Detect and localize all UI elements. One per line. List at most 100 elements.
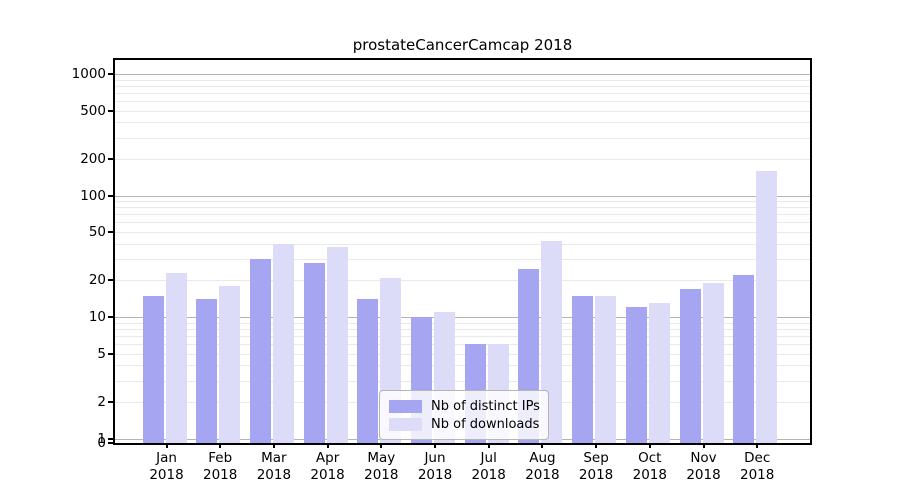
x-tick-year: 2018 (740, 467, 775, 483)
legend: Nb of distinct IPs Nb of downloads (379, 390, 549, 440)
x-tick-mark (595, 443, 598, 448)
major-gridline (115, 195, 810, 197)
bar-distinct-ips-may (357, 299, 379, 443)
minor-gridline (115, 353, 810, 355)
legend-item-downloads: Nb of downloads (389, 417, 539, 432)
bar-distinct-ips-nov (679, 289, 701, 443)
bar-distinct-ips-apr (303, 262, 325, 443)
y-tick-label: 1 (97, 430, 106, 447)
x-tick-year: 2018 (203, 467, 238, 483)
x-tick-year: 2018 (578, 467, 614, 483)
chart-title: prostateCancerCamcap 2018 (352, 36, 573, 54)
bar-downloads-mar (272, 243, 294, 443)
x-tick-label: Sep 2018 (566, 450, 626, 484)
x-tick-year: 2018 (256, 467, 292, 483)
x-tick-month: May (367, 450, 396, 466)
y-tick-label: 20 (88, 272, 106, 289)
x-tick-label: Jun 2018 (405, 450, 465, 484)
x-tick-label: Nov 2018 (674, 450, 734, 484)
x-tick-month: Apr (315, 450, 340, 466)
bar-distinct-ips-feb (196, 299, 218, 443)
x-tick-mark (219, 443, 222, 448)
x-tick-year: 2018 (149, 467, 184, 483)
bar-downloads-apr (326, 246, 348, 443)
x-tick-label: Jul 2018 (459, 450, 519, 484)
x-tick-year: 2018 (471, 467, 506, 483)
bar-downloads-sep (595, 295, 617, 443)
legend-swatch-distinct-ips (389, 399, 422, 413)
x-tick-label: Feb 2018 (190, 450, 250, 484)
minor-gridline (115, 201, 810, 203)
minor-gridline (115, 222, 810, 224)
x-tick-label: Apr 2018 (298, 450, 358, 484)
y-tick-label: 10 (88, 309, 106, 325)
minor-gridline (115, 92, 810, 94)
y-tick-mark (108, 194, 113, 197)
y-tick-mark (108, 231, 113, 234)
y-tick-mark (108, 109, 113, 112)
minor-gridline (115, 110, 810, 112)
minor-gridline (115, 259, 810, 261)
x-tick-mark (487, 443, 490, 448)
x-tick-month: Jul (480, 450, 497, 466)
x-tick-mark (702, 443, 705, 448)
bar-downloads-dec (756, 170, 778, 443)
minor-gridline (115, 214, 810, 216)
minor-gridline (115, 343, 810, 345)
x-tick-label: Mar 2018 (244, 450, 304, 484)
bar-downloads-jan (165, 273, 187, 443)
y-tick-mark (108, 352, 113, 355)
x-tick-month: Aug (529, 450, 556, 466)
bar-distinct-ips-jan (142, 295, 164, 443)
y-tick-label: 50 (88, 224, 106, 241)
x-tick-label: Aug 2018 (512, 450, 572, 484)
x-tick-month: Oct (638, 450, 662, 466)
x-tick-mark (541, 443, 544, 448)
x-tick-month: Sep (583, 450, 609, 466)
minor-gridline (115, 365, 810, 367)
bar-distinct-ips-mar (249, 259, 271, 443)
bar-downloads-feb (219, 285, 241, 443)
y-tick-label: 5 (97, 345, 106, 362)
legend-item-distinct-ips: Nb of distinct IPs (389, 398, 540, 414)
y-tick-label: 1000 (71, 66, 106, 82)
x-tick-year: 2018 (310, 467, 345, 483)
x-tick-year: 2018 (686, 467, 721, 483)
x-tick-label: Jan 2018 (137, 450, 197, 484)
minor-gridline (115, 137, 810, 139)
minor-gridline (115, 79, 810, 81)
y-tick-label: 200 (80, 150, 106, 167)
x-tick-mark (326, 443, 329, 448)
y-tick-mark (108, 442, 113, 444)
minor-gridline (115, 243, 810, 245)
y-tick-mark (108, 73, 113, 75)
minor-gridline (115, 335, 810, 337)
bar-distinct-ips-oct (625, 307, 647, 443)
x-tick-year: 2018 (632, 467, 667, 483)
y-tick-mark (108, 279, 113, 282)
y-tick-mark (108, 316, 113, 318)
minor-gridline (115, 380, 810, 382)
x-tick-mark (648, 443, 651, 448)
x-tick-label: May 2018 (351, 450, 411, 484)
legend-label-distinct-ips: Nb of distinct IPs (431, 398, 540, 414)
minor-gridline (115, 85, 810, 87)
y-tick-mark (108, 400, 113, 403)
x-tick-label: Dec 2018 (727, 450, 787, 484)
x-tick-year: 2018 (525, 467, 560, 483)
y-tick-mark (108, 437, 113, 440)
plot-area (113, 58, 812, 445)
x-tick-month: Jun (424, 450, 446, 466)
x-tick-mark (380, 443, 383, 448)
minor-gridline (115, 280, 810, 282)
bar-distinct-ips-dec (733, 275, 755, 443)
x-tick-month: Dec (744, 450, 771, 466)
x-tick-month: Jan (156, 450, 177, 466)
x-tick-mark (434, 443, 436, 448)
minor-gridline (115, 322, 810, 324)
y-tick-label: 0 (97, 435, 106, 451)
minor-gridline (115, 232, 810, 234)
minor-gridline (115, 158, 810, 160)
x-tick-year: 2018 (364, 467, 399, 483)
y-tick-label: 100 (80, 187, 106, 204)
